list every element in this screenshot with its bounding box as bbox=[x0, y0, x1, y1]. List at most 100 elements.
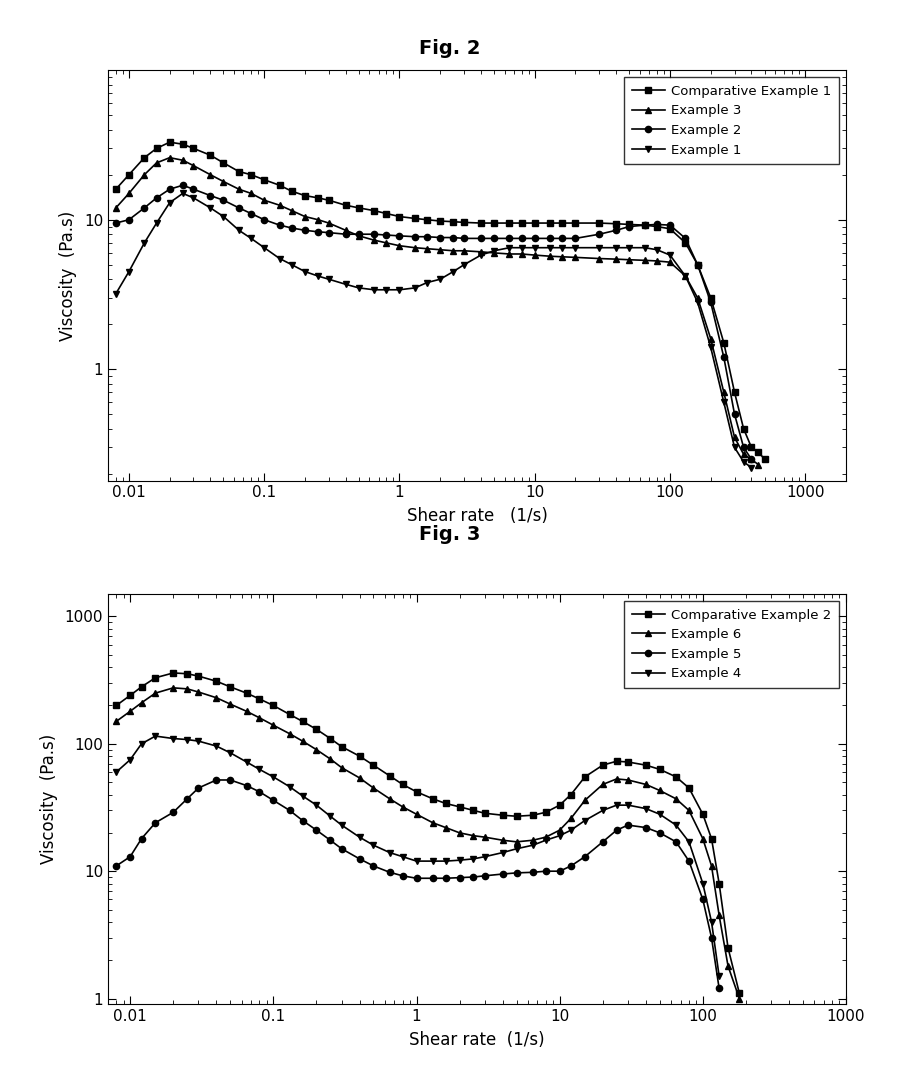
Example 2 bbox=[504, 232, 515, 245]
Example 6 bbox=[654, 784, 665, 797]
Example 5 bbox=[684, 854, 695, 867]
Example 1 bbox=[718, 396, 729, 409]
Comparative Example 1 bbox=[718, 337, 729, 350]
Example 4 bbox=[194, 734, 204, 747]
Example 2 bbox=[274, 218, 285, 231]
Example 3 bbox=[165, 151, 176, 164]
Example 4 bbox=[670, 819, 681, 832]
Example 1 bbox=[459, 258, 470, 271]
Comparative Example 1 bbox=[652, 220, 662, 233]
Line: Comparative Example 1: Comparative Example 1 bbox=[112, 139, 768, 462]
Comparative Example 2 bbox=[554, 799, 565, 812]
Example 1 bbox=[340, 278, 351, 291]
Comparative Example 1 bbox=[233, 165, 244, 178]
Comparative Example 1 bbox=[517, 217, 527, 230]
Comparative Example 1 bbox=[188, 141, 199, 154]
Example 5 bbox=[480, 869, 491, 882]
Example 1 bbox=[369, 283, 380, 296]
Comparative Example 2 bbox=[111, 699, 122, 712]
Example 4 bbox=[684, 835, 695, 848]
Example 4 bbox=[311, 799, 322, 812]
Example 2 bbox=[664, 218, 675, 231]
Example 3 bbox=[218, 175, 229, 188]
Comparative Example 1 bbox=[448, 215, 459, 228]
Comparative Example 1 bbox=[111, 183, 122, 195]
Example 3 bbox=[259, 193, 270, 206]
Example 2 bbox=[422, 230, 433, 243]
Comparative Example 1 bbox=[422, 213, 433, 226]
Example 6 bbox=[480, 831, 491, 843]
Example 6 bbox=[723, 959, 734, 972]
Example 2 bbox=[517, 232, 527, 245]
Example 6 bbox=[268, 718, 279, 731]
Comparative Example 1 bbox=[139, 151, 149, 164]
Line: Comparative Example 2: Comparative Example 2 bbox=[113, 670, 742, 997]
Example 3 bbox=[139, 168, 149, 181]
Comparative Example 1 bbox=[489, 217, 500, 230]
Comparative Example 2 bbox=[723, 942, 734, 955]
Example 4 bbox=[337, 819, 347, 832]
Example 6 bbox=[706, 860, 717, 873]
Example 3 bbox=[286, 204, 297, 217]
Comparative Example 2 bbox=[454, 800, 465, 813]
Example 3 bbox=[369, 233, 380, 246]
Comparative Example 1 bbox=[544, 217, 555, 230]
Example 3 bbox=[692, 292, 703, 305]
Example 5 bbox=[268, 794, 279, 807]
Example 2 bbox=[448, 231, 459, 244]
Example 1 bbox=[188, 191, 199, 204]
Example 3 bbox=[680, 270, 691, 283]
Example 2 bbox=[489, 232, 500, 245]
X-axis label: Shear rate   (1/s): Shear rate (1/s) bbox=[407, 508, 547, 525]
Example 5 bbox=[111, 860, 122, 873]
Example 2 bbox=[340, 228, 351, 241]
Example 6 bbox=[325, 753, 336, 766]
Comparative Example 1 bbox=[123, 168, 134, 181]
Example 6 bbox=[182, 683, 193, 696]
Example 4 bbox=[150, 730, 161, 743]
Example 1 bbox=[381, 283, 392, 296]
Example 1 bbox=[594, 241, 605, 254]
Comparative Example 1 bbox=[177, 138, 188, 151]
Example 3 bbox=[151, 157, 162, 170]
Example 5 bbox=[325, 834, 336, 847]
Example 4 bbox=[268, 770, 279, 783]
Example 6 bbox=[540, 831, 551, 843]
Example 6 bbox=[684, 804, 695, 816]
Example 6 bbox=[411, 808, 422, 821]
Example 6 bbox=[225, 698, 236, 711]
Comparative Example 1 bbox=[218, 157, 229, 170]
Example 3 bbox=[188, 159, 199, 172]
Example 5 bbox=[527, 866, 538, 879]
Example 6 bbox=[527, 834, 538, 847]
Example 3 bbox=[517, 247, 527, 260]
Example 4 bbox=[714, 970, 724, 983]
Example 4 bbox=[527, 839, 538, 852]
Comparative Example 1 bbox=[394, 211, 405, 224]
Example 2 bbox=[312, 226, 323, 239]
Example 2 bbox=[354, 228, 364, 241]
Example 3 bbox=[639, 254, 650, 267]
Example 4 bbox=[498, 846, 508, 859]
Example 1 bbox=[544, 241, 555, 254]
Comparative Example 2 bbox=[150, 672, 161, 685]
Example 2 bbox=[233, 201, 244, 214]
Comparative Example 1 bbox=[246, 168, 256, 181]
Example 4 bbox=[565, 824, 576, 837]
Comparative Example 1 bbox=[410, 212, 420, 225]
Example 2 bbox=[746, 453, 757, 465]
Example 6 bbox=[284, 727, 295, 740]
Example 6 bbox=[670, 793, 681, 806]
Example 3 bbox=[475, 245, 486, 258]
Example 3 bbox=[300, 211, 310, 224]
Example 1 bbox=[233, 224, 244, 237]
Example 4 bbox=[580, 814, 590, 827]
Comparative Example 2 bbox=[641, 758, 652, 771]
Comparative Example 1 bbox=[570, 217, 580, 230]
Example 3 bbox=[544, 249, 555, 262]
Example 3 bbox=[394, 240, 405, 253]
Example 5 bbox=[284, 804, 295, 816]
Example 3 bbox=[205, 168, 216, 181]
Example 1 bbox=[557, 241, 568, 254]
Example 6 bbox=[440, 821, 451, 834]
